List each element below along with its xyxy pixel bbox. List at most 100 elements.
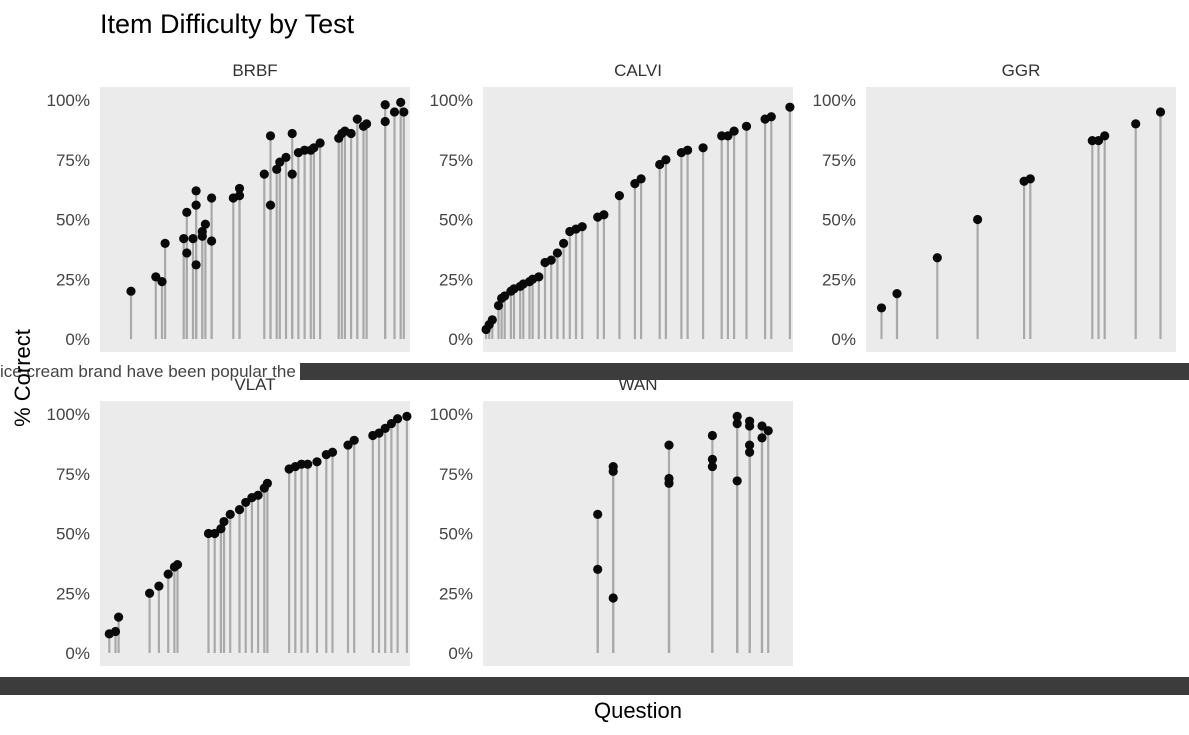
lollipop-point xyxy=(160,238,170,248)
lollipop-point xyxy=(785,102,795,112)
y-tick-label: 75% xyxy=(439,151,473,170)
lollipop-point xyxy=(275,157,285,167)
panel-ggr: GGR 0% 25% 50% 75% 100% xyxy=(813,61,1176,352)
lollipop-point xyxy=(1155,107,1166,117)
lollipop-point xyxy=(315,138,325,148)
x-tick-labels-row2 xyxy=(0,677,1189,695)
lollipop-point xyxy=(664,478,674,488)
lollipop-point xyxy=(593,509,603,519)
lollipop-point xyxy=(1093,136,1104,146)
y-tick-label: 75% xyxy=(822,151,856,170)
y-tick-label: 0% xyxy=(448,644,473,663)
lollipop-point xyxy=(973,214,983,225)
lollipop-point xyxy=(262,478,272,488)
lollipop-point xyxy=(182,207,192,217)
lollipop-point xyxy=(234,191,245,201)
x-tick-label-overlap xyxy=(0,677,1189,695)
lollipop-point xyxy=(661,155,671,165)
x-tick-labels-row1: ice cream brand have been popular the mo… xyxy=(0,362,1189,381)
lollipop-point xyxy=(225,509,235,519)
y-axis-title: % Correct xyxy=(10,329,35,427)
lollipop-point xyxy=(265,131,276,141)
y-tick-label: 50% xyxy=(439,211,473,230)
lollipop-point xyxy=(630,179,640,189)
lollipop-point xyxy=(763,426,773,436)
facet-strip-label: CALVI xyxy=(614,61,662,80)
lollipop-point xyxy=(352,114,362,124)
lollipop-point xyxy=(745,421,755,431)
lollipop-point xyxy=(707,430,718,441)
x-tick-label: ice cream brand have been popular the mo… xyxy=(0,362,347,381)
lollipop-point xyxy=(745,440,755,450)
lollipop-point xyxy=(732,411,742,421)
lollipop-point xyxy=(599,210,609,220)
lollipop-point xyxy=(614,191,625,201)
lollipop-point xyxy=(546,255,556,265)
lollipop-point xyxy=(207,193,217,203)
y-tick-label: 25% xyxy=(439,270,473,289)
lollipop-point xyxy=(346,128,356,139)
y-tick-label: 100% xyxy=(430,91,473,110)
y-tick-label: 0% xyxy=(65,330,90,349)
lollipop-point xyxy=(745,447,755,457)
y-tick-label: 75% xyxy=(439,465,473,484)
lollipop-point xyxy=(210,528,220,539)
lollipop-point xyxy=(534,272,544,282)
y-tick-label: 100% xyxy=(47,405,90,424)
lollipop-point xyxy=(197,231,207,241)
panel-brbf: BRBF 0% 25% 50% 75% 100% xyxy=(47,61,410,352)
y-tick-label: 100% xyxy=(430,405,473,424)
y-tick-label: 75% xyxy=(56,151,90,170)
y-tick-label: 50% xyxy=(822,211,856,230)
lollipop-point xyxy=(114,612,124,622)
facet-panels: BRBF0%25%50%75%100%CALVI0%25%50%75%100%G… xyxy=(0,61,1189,695)
lollipop-point xyxy=(362,119,372,129)
facet-strip-label: VLAT xyxy=(234,375,275,394)
lollipop-point xyxy=(664,440,674,450)
panel-background xyxy=(866,87,1176,352)
lollipop-point xyxy=(207,236,217,246)
lollipop-point xyxy=(182,248,192,258)
lollipop-point xyxy=(151,272,161,282)
lollipop-point xyxy=(1025,174,1035,184)
lollipop-point xyxy=(327,447,338,457)
lollipop-point xyxy=(303,459,313,469)
lollipop-point xyxy=(707,461,718,472)
y-tick-label: 25% xyxy=(56,584,90,603)
lollipop-point xyxy=(349,435,359,445)
lollipop-point xyxy=(729,126,739,136)
lollipop-point xyxy=(380,423,390,433)
lollipop-point xyxy=(309,143,319,153)
lollipop-point xyxy=(683,145,693,155)
lollipop-point xyxy=(287,169,297,179)
lollipop-point xyxy=(126,286,136,296)
lollipop-point xyxy=(157,277,167,287)
lollipop-point xyxy=(732,476,742,486)
y-tick-label: 0% xyxy=(448,330,473,349)
lollipop-point xyxy=(487,315,497,325)
y-tick-label: 75% xyxy=(56,465,90,484)
facet-strip-label: BRBF xyxy=(232,61,277,80)
lollipop-point xyxy=(272,164,282,174)
lollipop-point xyxy=(386,418,396,429)
panel-background xyxy=(483,87,793,352)
lollipop-point xyxy=(216,524,226,534)
lollipop-point xyxy=(723,131,733,141)
lollipop-point xyxy=(707,454,718,465)
y-tick-label: 0% xyxy=(831,330,856,349)
lollipop-point xyxy=(191,200,201,210)
panel-vlat: VLAT 0% 25% 50% 75% 100% xyxy=(47,375,412,666)
lollipop-point xyxy=(259,169,269,179)
y-tick-label: 50% xyxy=(56,211,90,230)
lollipop-point xyxy=(241,497,251,508)
lollipop-point xyxy=(287,128,297,139)
y-tick-label: 25% xyxy=(56,270,90,289)
lollipop-point xyxy=(757,421,767,431)
lollipop-point xyxy=(312,457,322,467)
lollipop-point xyxy=(145,588,155,598)
lollipop-point xyxy=(234,505,245,515)
y-tick-label: 25% xyxy=(439,584,473,603)
x-tick-label-overlap xyxy=(300,363,1189,380)
x-axis-title: Question xyxy=(594,698,682,723)
